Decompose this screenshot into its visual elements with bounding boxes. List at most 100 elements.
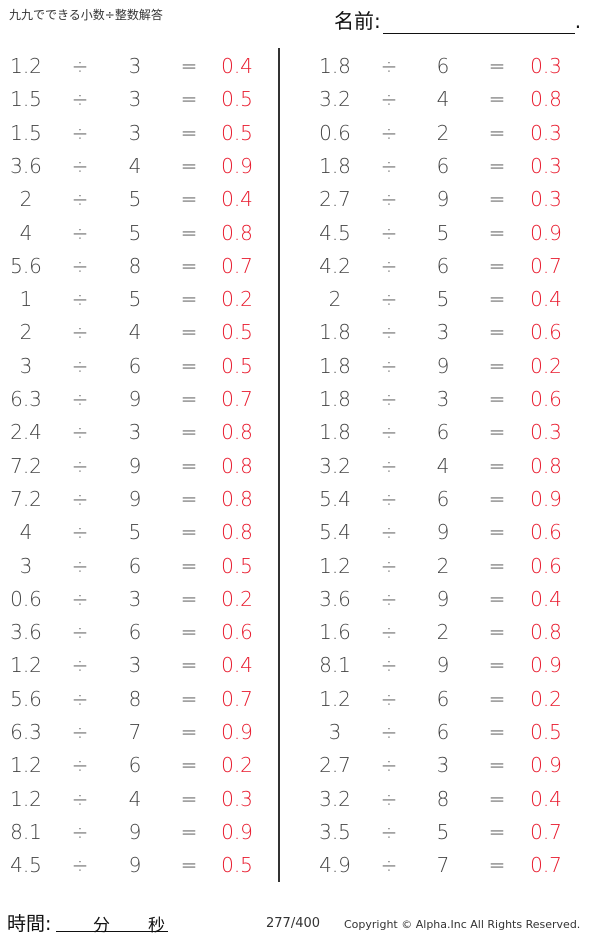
answer: 0.8 [530, 87, 562, 112]
dividend: 3 [328, 720, 342, 744]
name-line [382, 13, 575, 34]
divisor: 8 [436, 786, 450, 811]
equals-sign: = [488, 220, 506, 245]
equals-sign: = [488, 54, 506, 78]
divisor: 9 [128, 453, 142, 478]
dividend: 3.2 [319, 453, 351, 478]
equals-sign: = [180, 320, 198, 345]
divide-sign: ÷ [380, 320, 398, 345]
divide-sign: ÷ [380, 87, 398, 112]
answer: 0.6 [530, 387, 562, 411]
divisor: 5 [128, 220, 142, 245]
divisor: 6 [128, 620, 142, 645]
divisor: 9 [436, 586, 450, 611]
divisor: 6 [128, 353, 142, 378]
divisor: 3 [128, 87, 142, 112]
divisor: 6 [436, 486, 450, 511]
equals-sign: = [180, 520, 198, 545]
answer: 0.2 [530, 353, 562, 378]
dividend: 2 [19, 320, 33, 345]
answer: 0.5 [221, 120, 253, 145]
equals-sign: = [180, 553, 198, 578]
divisor: 2 [436, 620, 450, 645]
equals-sign: = [180, 220, 198, 245]
divide-sign: ÷ [71, 753, 89, 778]
divide-sign: ÷ [380, 220, 398, 245]
divisor: 9 [128, 387, 142, 411]
answer: 0.8 [221, 220, 253, 245]
equals-sign: = [180, 253, 198, 278]
answer: 0.2 [530, 686, 562, 711]
divide-sign: ÷ [380, 353, 398, 378]
dividend: 4.9 [319, 853, 351, 878]
dividend: 3.2 [319, 87, 351, 112]
divide-sign: ÷ [71, 120, 89, 145]
divide-sign: ÷ [71, 54, 89, 78]
equals-sign: = [488, 320, 506, 345]
divide-sign: ÷ [380, 653, 398, 678]
answer: 0.7 [530, 253, 562, 278]
divisor: 3 [128, 54, 142, 78]
divisor: 5 [128, 187, 142, 212]
divisor: 2 [436, 120, 450, 145]
divide-sign: ÷ [380, 486, 398, 511]
equals-sign: = [180, 420, 198, 445]
dividend: 7.2 [10, 453, 42, 478]
divide-sign: ÷ [71, 87, 89, 112]
divisor: 8 [128, 253, 142, 278]
dividend: 2.4 [10, 420, 42, 445]
equals-sign: = [180, 586, 198, 611]
dividend: 1.2 [10, 54, 42, 78]
equals-sign: = [180, 353, 198, 378]
equals-sign: = [180, 786, 198, 811]
divide-sign: ÷ [380, 187, 398, 212]
equals-sign: = [488, 786, 506, 811]
answer: 0.3 [530, 420, 562, 445]
equals-sign: = [488, 586, 506, 611]
dividend: 1.8 [319, 353, 351, 378]
answer: 0.8 [221, 453, 253, 478]
equals-sign: = [488, 120, 506, 145]
divisor: 6 [436, 720, 450, 744]
dividend: 1.2 [319, 686, 351, 711]
divisor: 3 [128, 120, 142, 145]
divide-sign: ÷ [71, 353, 89, 378]
dividend: 8.1 [10, 819, 42, 844]
dividend: 5.4 [319, 486, 351, 511]
equals-sign: = [180, 819, 198, 844]
dividend: 1.5 [10, 120, 42, 145]
answer: 0.6 [530, 553, 562, 578]
dividend: 1.8 [319, 153, 351, 178]
answer: 0.8 [221, 420, 253, 445]
divisor: 4 [436, 453, 450, 478]
answer: 0.2 [221, 586, 253, 611]
divisor: 6 [436, 686, 450, 711]
answer: 0.9 [221, 819, 253, 844]
divide-sign: ÷ [380, 387, 398, 411]
equals-sign: = [180, 387, 198, 411]
equals-sign: = [488, 686, 506, 711]
divisor: 4 [128, 320, 142, 345]
dividend: 2 [19, 187, 33, 212]
dividend: 6.3 [10, 720, 42, 744]
equals-sign: = [488, 520, 506, 545]
divide-sign: ÷ [71, 220, 89, 245]
equals-sign: = [488, 453, 506, 478]
equals-sign: = [488, 287, 506, 312]
dividend: 3 [19, 353, 33, 378]
answer: 0.5 [221, 320, 253, 345]
dividend: 1.8 [319, 320, 351, 345]
equals-sign: = [180, 87, 198, 112]
dividend: 1.8 [319, 54, 351, 78]
answer: 0.3 [221, 786, 253, 811]
divide-sign: ÷ [380, 786, 398, 811]
dividend: 1.2 [10, 753, 42, 778]
divide-sign: ÷ [380, 586, 398, 611]
answer: 0.4 [530, 786, 562, 811]
answer: 0.4 [221, 54, 253, 78]
answer: 0.8 [530, 620, 562, 645]
divide-sign: ÷ [71, 553, 89, 578]
divide-sign: ÷ [71, 620, 89, 645]
divide-sign: ÷ [71, 853, 89, 878]
dividend: 3.6 [10, 620, 42, 645]
